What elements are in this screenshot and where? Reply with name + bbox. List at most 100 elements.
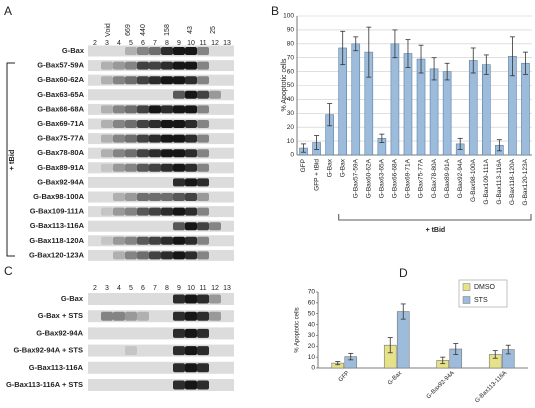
blot-band (125, 236, 137, 245)
y-tick-label: 60 (308, 300, 316, 307)
blot-band (137, 47, 149, 55)
blot-band (185, 134, 197, 143)
blot-band (137, 311, 149, 321)
blot-band (161, 236, 173, 245)
blot-band (185, 149, 197, 158)
blot-strip (88, 220, 234, 232)
lane-number: 6 (141, 40, 145, 47)
blot-band (173, 134, 185, 143)
lane-number: 3 (105, 40, 109, 47)
blot-band (197, 380, 209, 390)
blot-band (113, 76, 125, 85)
blot-band (197, 76, 209, 85)
legend-label: DMSO (474, 284, 496, 291)
y-tick-label: 50 (308, 310, 316, 317)
x-tick-label: G-Bax89-91A (444, 158, 451, 198)
blot-band (113, 207, 125, 216)
blot-band (125, 149, 137, 158)
row-label: G-Bax + STS (38, 311, 83, 320)
row-label: G-Bax57-59A (37, 61, 84, 70)
y-tick-label: 20 (308, 343, 316, 350)
size-marker: 25 (210, 26, 217, 34)
blot-band (101, 207, 113, 216)
blot-band (101, 311, 113, 321)
blot-band (173, 380, 185, 390)
lane-number: 6 (141, 285, 145, 292)
blot-band (185, 163, 197, 172)
blot-band (137, 149, 149, 158)
blot-band (113, 236, 125, 245)
bar (482, 64, 491, 156)
x-tick-label: G-Bax120-123A (522, 158, 529, 205)
blot-band (185, 380, 197, 390)
row-label: G-Bax92-94A + STS (13, 346, 83, 355)
x-tick-label: G-Bax78-80A (431, 158, 438, 198)
y-tick-label: 90 (287, 27, 295, 34)
blot-band (125, 193, 137, 201)
legend-label: STS (474, 297, 488, 304)
blot-band (173, 163, 185, 172)
blot-band (161, 120, 173, 128)
row-label: G-Bax98-100A (33, 192, 84, 201)
y-tick-label: 100 (283, 13, 294, 20)
x-tick-label: G-Bax118-120A (509, 158, 516, 205)
blot-band (173, 76, 185, 85)
blot-band (125, 76, 137, 85)
blot-band (173, 178, 185, 187)
blot-band (113, 120, 125, 128)
blot-band (101, 163, 113, 172)
blot-band (161, 47, 173, 55)
blot-band (185, 346, 197, 356)
blot-band (209, 311, 221, 321)
bar (390, 43, 400, 156)
blot-band (149, 134, 161, 143)
blot-band (161, 134, 173, 143)
blot-band (149, 163, 161, 172)
bar (416, 58, 426, 156)
blot-band (173, 105, 185, 114)
row-label: G-Bax (61, 294, 84, 303)
row-label: G-Bax60-62A (37, 75, 84, 84)
blot-band (173, 346, 185, 356)
row-label: G-Bax118-120A (29, 236, 84, 245)
blot-band (197, 47, 209, 55)
x-tick-label: G-Bax (326, 158, 333, 177)
panel-label: A (4, 4, 12, 18)
blot-band (173, 363, 185, 373)
blot-band (197, 90, 209, 99)
size-marker: Void (105, 23, 112, 37)
blot-band (185, 311, 197, 321)
lane-number: 13 (223, 40, 231, 47)
lane-number: 5 (129, 40, 133, 47)
blot-band (185, 363, 197, 373)
panel-label: D (399, 266, 408, 280)
blot-band (137, 76, 149, 85)
blot-band (197, 134, 209, 143)
y-tick-label: 10 (308, 354, 316, 361)
y-tick-label: 60 (287, 68, 295, 75)
blot-band (185, 61, 197, 70)
lane-number: 9 (177, 285, 181, 292)
blot-band (137, 236, 149, 245)
blot-band (185, 236, 197, 245)
x-tick-label: G-Bax75-77A (418, 158, 425, 198)
x-tick-label: G-Bax98-100A (470, 158, 477, 202)
blot-band (149, 105, 161, 114)
y-tick-label: 0 (311, 365, 315, 372)
row-label: G-Bax120-123A (29, 250, 85, 259)
row-label: G-Bax92-94A (37, 177, 84, 186)
blot-band (185, 90, 197, 99)
blot-band (173, 149, 185, 158)
blot-band (149, 251, 161, 260)
x-tick-label: G-Bax57-59A (352, 158, 359, 198)
blot-band (161, 251, 173, 260)
row-label: G-Bax78-80A (37, 148, 84, 157)
blot-band (101, 236, 113, 245)
lane-number: 11 (199, 40, 206, 47)
lane-number: 12 (211, 285, 219, 292)
blot-band (197, 105, 209, 114)
blot-band (173, 222, 185, 231)
blot-band (137, 193, 149, 201)
blot-band (125, 61, 137, 70)
